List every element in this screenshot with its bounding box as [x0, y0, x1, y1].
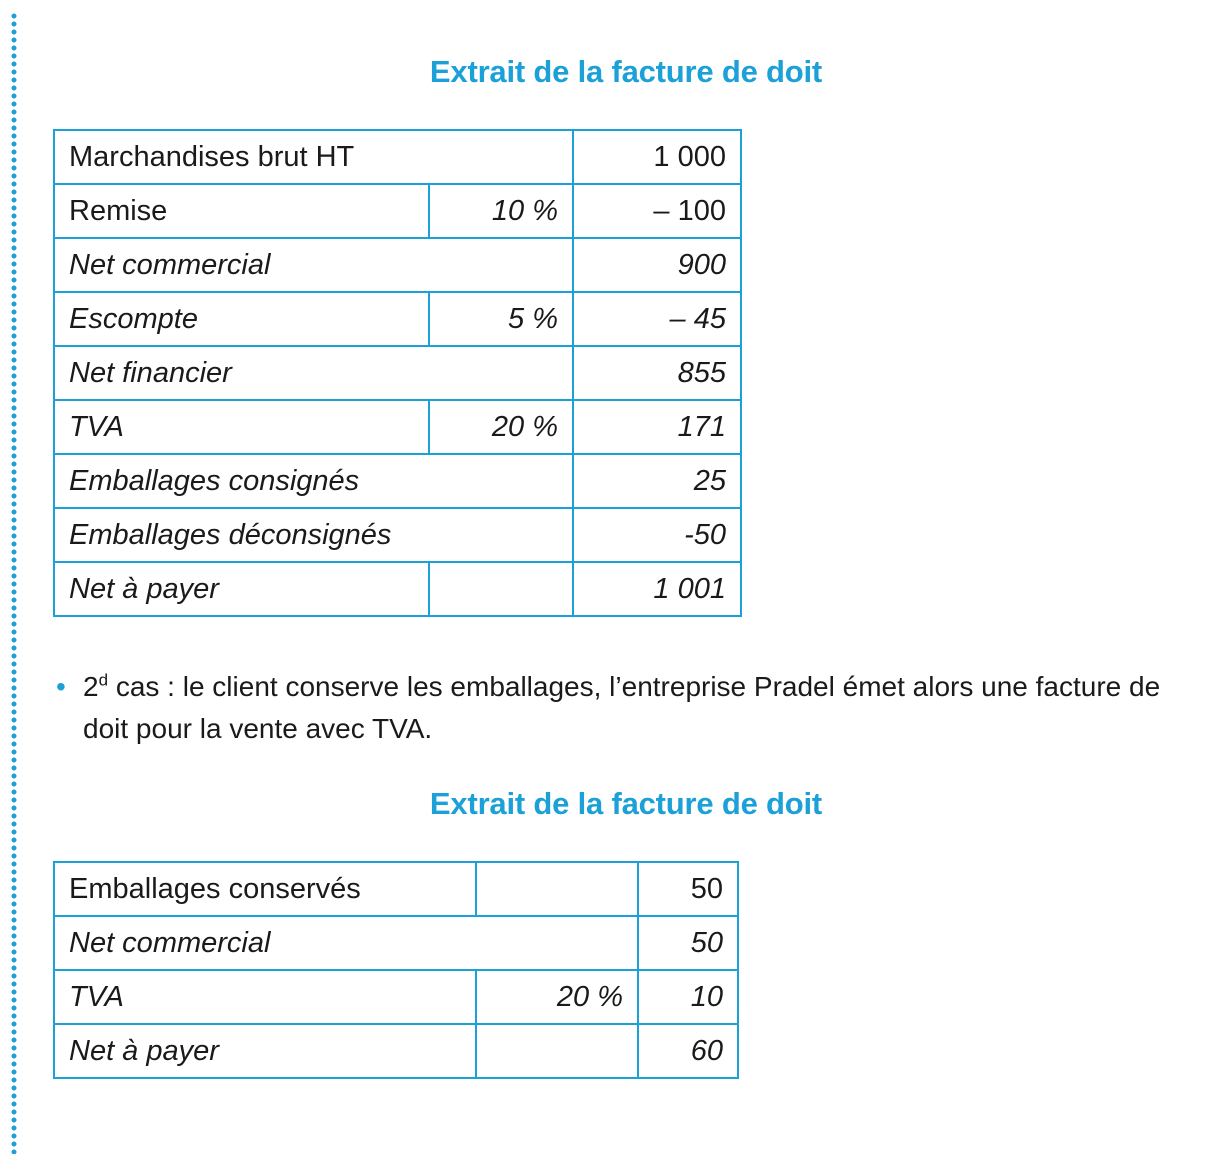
row-amount: 855	[572, 345, 742, 401]
table-row: Remise 10 % – 100	[53, 183, 742, 239]
table-row: TVA 20 % 171	[53, 399, 742, 455]
section-title-2: Extrait de la facture de doit	[429, 786, 823, 821]
row-amount: 1 000	[572, 129, 742, 185]
row-label: Marchandises brut HT	[53, 129, 574, 185]
row-rate: 5 %	[428, 291, 574, 347]
invoice-table-1: Marchandises brut HT 1 000 Remise 10 % –…	[53, 129, 742, 617]
row-amount: 171	[572, 399, 742, 455]
table-row: Net à payer 60	[53, 1023, 739, 1079]
row-amount: 900	[572, 237, 742, 293]
case-paragraph: • 2d cas : le client conserve les emball…	[56, 666, 1196, 750]
table-row: Net financier 855	[53, 345, 742, 401]
paragraph-text: 2d cas : le client conserve les emballag…	[83, 666, 1196, 750]
bullet-icon: •	[56, 671, 66, 702]
row-label: Net commercial	[53, 237, 574, 293]
paragraph-body: cas : le client conserve les emballages,…	[83, 671, 1161, 744]
row-amount: 1 001	[572, 561, 742, 617]
row-rate	[428, 561, 574, 617]
ordinal-number: 2	[83, 671, 99, 702]
row-rate: 10 %	[428, 183, 574, 239]
table-row: TVA 20 % 10	[53, 969, 739, 1025]
table-row: Net commercial 900	[53, 237, 742, 293]
table-row: Net à payer 1 001	[53, 561, 742, 617]
row-label: Net à payer	[53, 561, 430, 617]
row-rate: 20 %	[475, 969, 639, 1025]
table-row: Emballages conservés 50	[53, 861, 739, 917]
row-amount: 50	[637, 915, 739, 971]
row-label: Net commercial	[53, 915, 639, 971]
section-title-1: Extrait de la facture de doit	[429, 54, 823, 89]
ordinal-suffix: d	[98, 670, 109, 690]
row-amount: -50	[572, 507, 742, 563]
row-amount: 25	[572, 453, 742, 509]
row-label: Net à payer	[53, 1023, 477, 1079]
dotted-margin-rule	[11, 12, 17, 1154]
row-amount: 10	[637, 969, 739, 1025]
row-rate: 20 %	[428, 399, 574, 455]
row-label: TVA	[53, 399, 430, 455]
row-label: Net financier	[53, 345, 574, 401]
row-amount: – 45	[572, 291, 742, 347]
row-amount: 60	[637, 1023, 739, 1079]
table-row: Escompte 5 % – 45	[53, 291, 742, 347]
row-label: TVA	[53, 969, 477, 1025]
table-row: Net commercial 50	[53, 915, 739, 971]
row-label: Escompte	[53, 291, 430, 347]
row-label: Emballages consignés	[53, 453, 574, 509]
row-label: Remise	[53, 183, 430, 239]
row-label: Emballages déconsignés	[53, 507, 574, 563]
table-row: Marchandises brut HT 1 000	[53, 129, 742, 185]
row-amount: – 100	[572, 183, 742, 239]
invoice-table-2: Emballages conservés 50 Net commercial 5…	[53, 861, 739, 1079]
row-label: Emballages conservés	[53, 861, 477, 917]
row-rate	[475, 861, 639, 917]
table-row: Emballages déconsignés -50	[53, 507, 742, 563]
row-amount: 50	[637, 861, 739, 917]
row-rate	[475, 1023, 639, 1079]
table-row: Emballages consignés 25	[53, 453, 742, 509]
